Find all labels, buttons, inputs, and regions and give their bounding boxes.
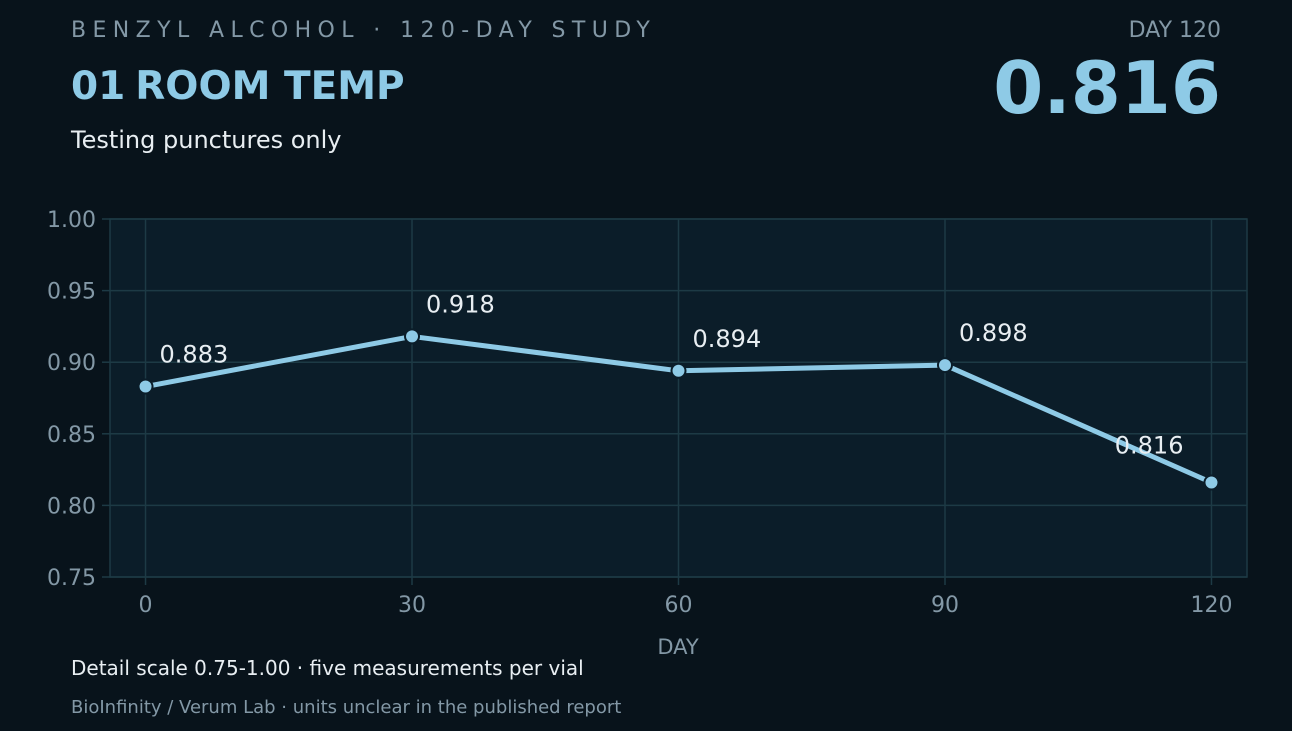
data-point-1 <box>404 328 421 345</box>
y-tick-label-4: 0.95 <box>47 280 96 305</box>
data-label-2: 0.894 <box>693 325 762 353</box>
x-axis-ticks: 0 30 60 90 120 <box>139 577 1232 618</box>
data-label-0: 0.883 <box>160 341 229 369</box>
data-point-3 <box>936 357 953 374</box>
x-tick-label-0: 0 <box>139 593 153 618</box>
footer-note: Detail scale 0.75-1.00 · five measuremen… <box>71 656 584 680</box>
data-point-4 <box>1203 474 1220 491</box>
y-axis-ticks: 0.75 0.80 0.85 0.90 0.95 1.00 <box>47 208 110 591</box>
x-tick-label-4: 120 <box>1190 593 1232 618</box>
data-labels: 0.883 0.918 0.894 0.898 0.816 <box>160 290 1184 459</box>
x-tick-label-1: 30 <box>398 593 426 618</box>
data-label-4: 0.816 <box>1115 431 1184 459</box>
highlight-label: DAY 120 <box>1128 18 1221 43</box>
data-point-2 <box>670 362 687 379</box>
series-name: ROOM TEMP <box>135 64 405 109</box>
y-tick-label-1: 0.80 <box>47 494 96 519</box>
series-number: 01 <box>71 64 126 109</box>
series-subtitle: Testing punctures only <box>71 126 342 154</box>
highlight-value: 0.816 <box>993 46 1221 130</box>
series-title: 01 ROOM TEMP <box>71 64 405 109</box>
y-tick-label-3: 0.90 <box>47 351 96 376</box>
y-tick-label-0: 0.75 <box>47 566 96 591</box>
y-tick-label-5: 1.00 <box>47 208 96 233</box>
data-point-0 <box>137 378 154 395</box>
footer-source: BioInfinity / Verum Lab · units unclear … <box>71 697 622 718</box>
study-kicker: BENZYL ALCOHOL · 120-DAY STUDY <box>71 18 657 43</box>
y-tick-label-2: 0.85 <box>47 423 96 448</box>
x-tick-label-3: 90 <box>931 593 959 618</box>
series-line-group <box>137 328 1220 491</box>
data-label-1: 0.918 <box>426 290 495 318</box>
x-tick-label-2: 60 <box>665 593 693 618</box>
x-axis-label: DAY <box>657 635 699 659</box>
data-label-3: 0.898 <box>959 319 1028 347</box>
